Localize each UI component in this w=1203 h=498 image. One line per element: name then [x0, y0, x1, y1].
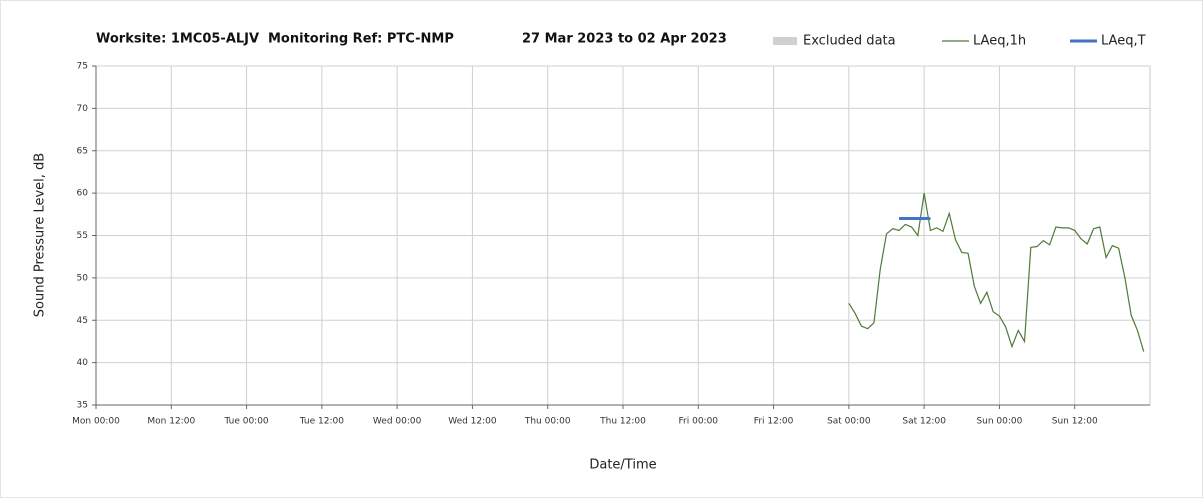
y-tick-label: 40	[77, 358, 89, 368]
legend-label: LAeq,1h	[973, 34, 1026, 49]
legend-label: LAeq,T	[1101, 34, 1146, 49]
x-tick-label: Wed 00:00	[373, 417, 422, 427]
x-tick-label: Sun 00:00	[976, 417, 1022, 427]
x-tick-label: Tue 12:00	[299, 417, 344, 427]
header-worksite: Worksite: 1MC05-ALJV	[96, 32, 259, 47]
x-tick-label: Thu 12:00	[599, 417, 646, 427]
y-tick-label: 55	[77, 231, 88, 241]
x-tick-label: Thu 00:00	[524, 417, 571, 427]
y-tick-label: 35	[77, 401, 88, 411]
x-tick-label: Mon 12:00	[147, 417, 195, 427]
y-tick-label: 70	[77, 104, 89, 114]
y-tick-label: 65	[77, 146, 88, 156]
y-tick-label: 60	[77, 189, 89, 199]
x-tick-label: Fri 00:00	[679, 417, 719, 427]
series-line	[848, 193, 1145, 352]
legend-label: Excluded data	[803, 34, 896, 49]
x-tick-label: Sat 00:00	[827, 417, 871, 427]
x-tick-label: Sun 12:00	[1052, 417, 1098, 427]
legend-swatch	[773, 37, 797, 45]
y-tick-label: 45	[77, 316, 88, 326]
header-ref: Monitoring Ref: PTC-NMP	[268, 32, 454, 47]
y-tick-label: 75	[77, 62, 88, 72]
y-axis-label: Sound Pressure Level, dB	[33, 153, 48, 317]
x-tick-label: Sat 12:00	[902, 417, 946, 427]
header-dates: 27 Mar 2023 to 02 Apr 2023	[522, 32, 727, 47]
x-tick-label: Tue 00:00	[223, 417, 268, 427]
x-axis-label: Date/Time	[589, 458, 656, 473]
x-tick-label: Mon 00:00	[72, 417, 120, 427]
y-tick-label: 50	[77, 273, 89, 283]
x-tick-label: Wed 12:00	[448, 417, 497, 427]
x-tick-label: Fri 12:00	[754, 417, 794, 427]
